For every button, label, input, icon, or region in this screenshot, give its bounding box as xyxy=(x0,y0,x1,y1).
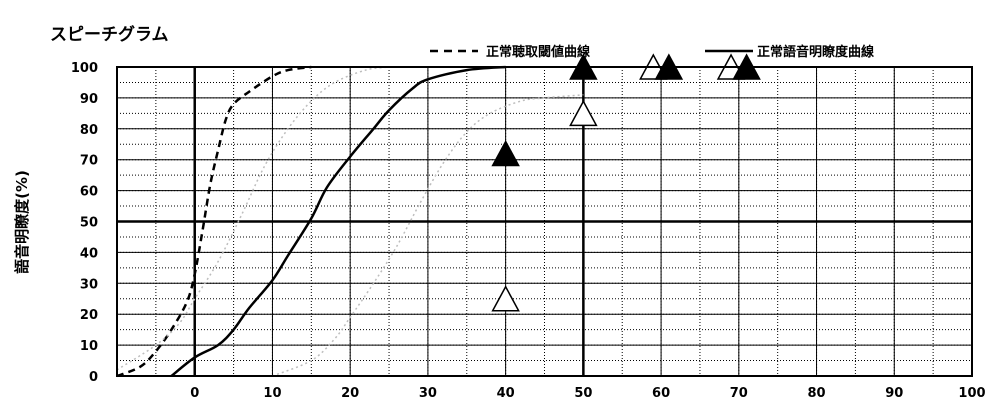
series-line-0 xyxy=(116,65,312,378)
markers xyxy=(491,53,761,312)
y-tick-label: 40 xyxy=(80,246,98,261)
open-triangle-marker xyxy=(491,285,520,312)
x-tick-label: 0 xyxy=(190,386,199,401)
y-tick-label: 60 xyxy=(80,185,98,200)
x-tick-label: 70 xyxy=(730,386,748,401)
legend-label-clarity: 正常語音明瞭度曲線 xyxy=(757,44,875,60)
series-line-1 xyxy=(170,65,506,377)
curves xyxy=(116,65,584,378)
x-tick-label: 60 xyxy=(652,386,670,401)
y-tick-label: 0 xyxy=(89,370,98,385)
legend-label-threshold: 正常聴取閾値曲線 xyxy=(486,44,591,60)
y-tick-label: 80 xyxy=(80,123,98,138)
y-tick-label: 70 xyxy=(80,154,98,169)
y-tick-label: 100 xyxy=(71,61,98,76)
y-tick-label: 10 xyxy=(80,339,98,354)
y-tick-label: 90 xyxy=(80,92,98,107)
y-tick-label: 50 xyxy=(80,216,98,231)
x-tick-label: 90 xyxy=(885,386,903,401)
y-axis-label: 語音明瞭度(%) xyxy=(13,170,31,274)
filled-triangle-marker xyxy=(491,139,520,167)
legend: 正常聴取閾値曲線 正常語音明瞭度曲線 xyxy=(430,44,875,60)
plot-frame xyxy=(116,66,973,377)
x-tick-label: 10 xyxy=(263,386,281,401)
x-tick-label: 100 xyxy=(958,386,985,401)
x-tick-label: 50 xyxy=(574,386,592,401)
open-triangle-marker xyxy=(569,99,598,127)
x-tick-label: 80 xyxy=(807,386,825,401)
grid xyxy=(116,66,973,377)
y-tick-label: 30 xyxy=(80,277,98,292)
x-tick-label: 30 xyxy=(419,386,437,401)
series-line-2 xyxy=(116,66,390,371)
y-tick-label: 20 xyxy=(80,308,98,323)
x-tick-label: 20 xyxy=(341,386,359,401)
x-tick-label: 40 xyxy=(497,386,515,401)
chart-title: スピーチグラム xyxy=(50,24,169,45)
tick-labels: 0 10 20 30 40 50 60 70 80 90 100 0 10 20 30 40 50 60 70 80 9… xyxy=(71,61,986,401)
